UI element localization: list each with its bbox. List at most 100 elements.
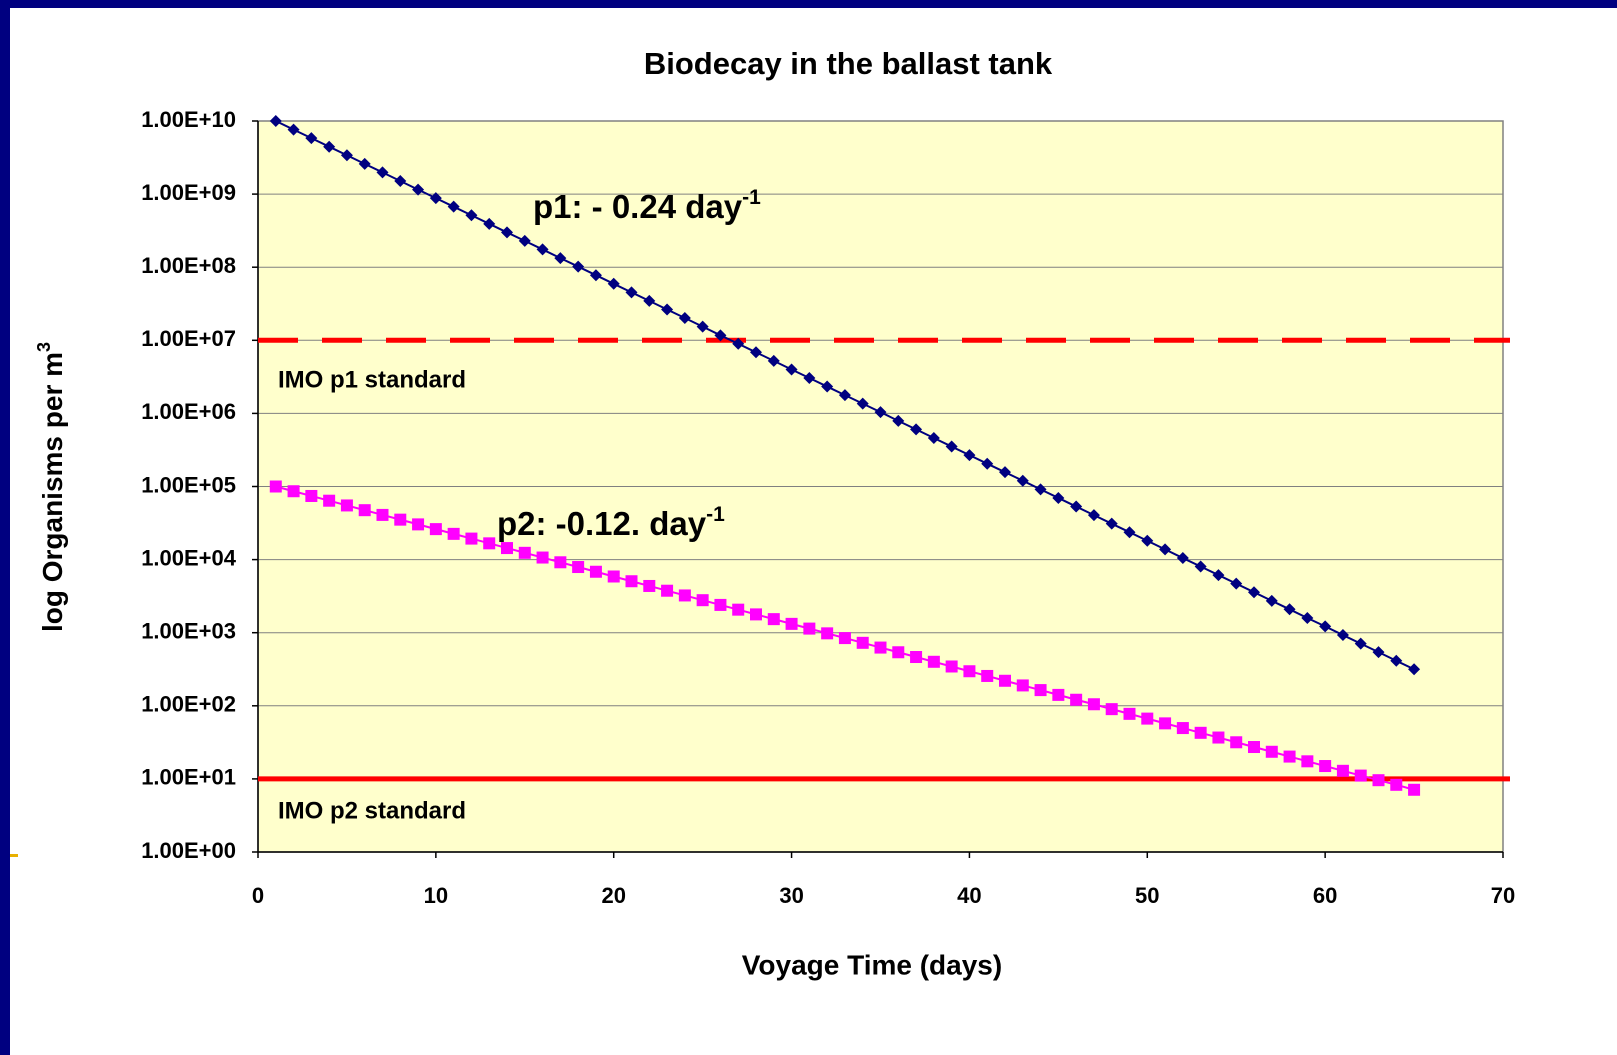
data-point [358, 157, 371, 170]
data-point [501, 542, 513, 555]
data-point [607, 570, 620, 583]
data-point [661, 584, 674, 597]
y-tick-label: 1.00E+01 [141, 765, 236, 790]
data-point [1248, 741, 1260, 754]
data-point [1176, 722, 1189, 735]
data-point [394, 513, 407, 526]
data-point [767, 613, 780, 626]
data-point [1319, 760, 1332, 773]
data-point [1034, 684, 1047, 697]
y-tick-label: 1.00E+04 [141, 545, 237, 570]
data-point [910, 651, 923, 664]
data-point [536, 243, 549, 256]
x-tick-label: 60 [1313, 883, 1337, 908]
data-point [625, 286, 638, 299]
data-point [927, 431, 940, 444]
data-point [1176, 552, 1189, 565]
slide-accent [10, 854, 18, 857]
x-axis-title: Voyage Time (days) [742, 949, 1002, 980]
data-point [821, 627, 834, 640]
data-point [536, 551, 549, 564]
data-point [305, 489, 318, 502]
reference-line-label: IMO p1 standard [278, 366, 466, 393]
data-point [483, 537, 496, 550]
data-point [412, 518, 425, 531]
data-point [1248, 586, 1260, 599]
data-point [447, 527, 460, 540]
data-point [856, 397, 869, 410]
data-point [678, 311, 691, 324]
data-point [572, 260, 585, 273]
annotation-text: p2: -0.12. day [497, 505, 707, 542]
y-axis-title-superscript: 3 [34, 342, 54, 352]
data-point [625, 575, 638, 588]
chart-title: Biodecay in the ballast tank [644, 46, 1053, 81]
annotation-superscript: -1 [706, 503, 725, 526]
data-point [714, 329, 727, 342]
y-axis-title-text: log Organisms per m [37, 352, 68, 632]
data-point [501, 226, 513, 239]
data-point [340, 149, 353, 162]
data-point [589, 565, 602, 578]
x-tick-label: 10 [424, 883, 448, 908]
data-point [1372, 774, 1385, 787]
data-point [1265, 745, 1278, 758]
data-point [999, 674, 1011, 687]
data-point [767, 354, 780, 367]
data-point [945, 660, 958, 673]
data-point [1070, 500, 1083, 513]
data-point [750, 346, 762, 359]
data-point [892, 414, 905, 427]
data-point [1301, 755, 1314, 768]
data-point [1141, 712, 1154, 725]
data-point [518, 546, 531, 559]
data-point [1354, 769, 1367, 782]
data-point [358, 504, 371, 517]
data-point [1123, 526, 1136, 539]
data-point [963, 449, 976, 462]
data-point [945, 440, 958, 453]
data-point [803, 622, 816, 635]
data-point [838, 632, 851, 645]
data-point [874, 406, 887, 419]
reference-line-label: IMO p2 standard [278, 797, 466, 824]
data-point [1408, 663, 1421, 676]
data-point [323, 140, 336, 153]
data-point [447, 200, 460, 213]
data-point [1354, 637, 1367, 650]
data-point [963, 665, 976, 678]
x-tick-label: 0 [252, 883, 264, 908]
data-point [572, 561, 585, 574]
data-point [1159, 717, 1172, 730]
y-axis-title: log Organisms per m3 [34, 342, 68, 632]
data-point [1105, 517, 1118, 530]
y-tick-label: 1.00E+08 [141, 253, 236, 278]
y-tick-label: 1.00E+10 [141, 107, 236, 132]
data-point [1070, 693, 1083, 706]
data-point [465, 209, 478, 222]
data-point [714, 598, 727, 611]
data-point [785, 617, 798, 630]
data-point [732, 603, 745, 616]
data-point [607, 277, 620, 290]
data-point [1212, 569, 1225, 582]
data-point [856, 636, 869, 649]
data-point [1265, 594, 1278, 607]
data-point [269, 115, 282, 127]
data-point [643, 579, 656, 592]
data-point [287, 485, 300, 498]
data-point [1105, 703, 1118, 716]
data-point [323, 494, 336, 507]
data-point [732, 337, 745, 350]
annotation-superscript: -1 [742, 186, 761, 209]
annotation-text: p1: - 0.24 day [533, 188, 743, 225]
data-point [1336, 764, 1349, 777]
data-point [1194, 726, 1207, 739]
data-point [803, 371, 816, 384]
data-point [376, 508, 389, 521]
data-point [1408, 783, 1421, 796]
data-point [554, 556, 567, 569]
data-point [1390, 654, 1403, 667]
data-point [1230, 577, 1243, 590]
